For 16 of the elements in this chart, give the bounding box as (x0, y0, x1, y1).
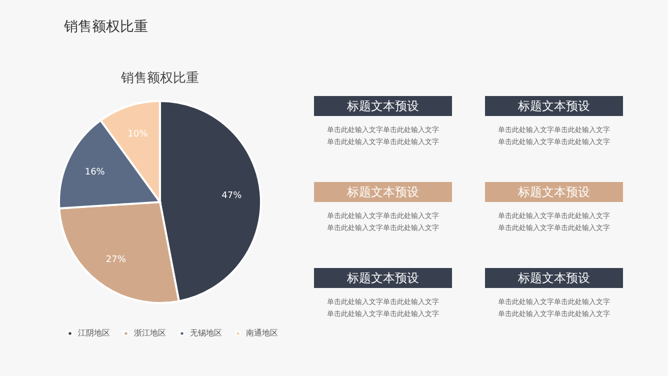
legend-label: 浙江地区 (134, 328, 166, 338)
text: 标题文本预设 (517, 185, 590, 199)
legend-label: 无锡地区 (190, 328, 222, 338)
data-label: 47% (222, 191, 242, 202)
chart-title: 销售额权比重 (120, 71, 199, 86)
legend-label: 江阴地区 (78, 328, 110, 338)
text: 标题文本预设 (517, 271, 590, 285)
text: 销售额权比重 (63, 19, 148, 35)
data-label: 27% (106, 254, 126, 265)
text: 标题文本预设 (517, 99, 590, 113)
data-label: 10% (128, 130, 148, 140)
text: 标题文本预设 (346, 99, 419, 113)
text: 标题文本预设 (346, 185, 419, 199)
text: 标题文本预设 (346, 271, 419, 285)
data-label: 16% (84, 167, 106, 178)
legend-label: 南通地区 (246, 328, 278, 338)
